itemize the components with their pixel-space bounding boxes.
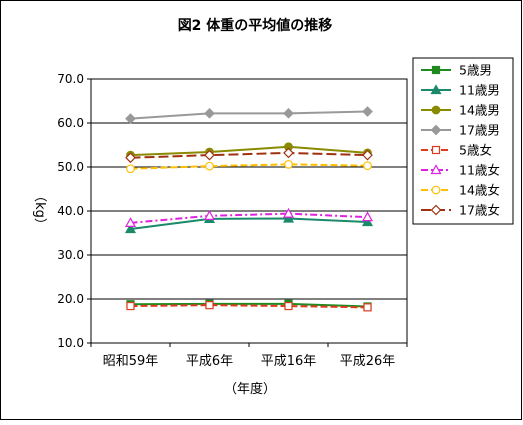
- legend-box: [412, 57, 514, 225]
- series-6: [126, 159, 372, 174]
- legend-marker: [430, 164, 442, 175]
- legend-label: 17歳男: [459, 123, 500, 138]
- data-point: [284, 301, 293, 311]
- legend-item: 14歳女: [421, 183, 500, 198]
- data-point: [124, 217, 137, 227]
- series-line: [130, 217, 368, 231]
- data-point: [126, 164, 135, 174]
- legend-label: 5歳女: [459, 143, 492, 158]
- legend-marker: [431, 145, 441, 155]
- legend-item: 17歳女: [421, 203, 500, 218]
- y-tick-label: 20.0: [57, 292, 84, 306]
- legend: 5歳男 11歳男 14歳男 17歳男 5歳女 11歳女 14歳女 17歳女: [412, 57, 514, 225]
- y-axis-label: （kg）: [32, 189, 47, 231]
- series-7: [125, 147, 373, 164]
- data-point: [203, 210, 216, 220]
- series-line: [130, 145, 368, 157]
- data-point: [362, 106, 373, 117]
- legend-marker: [430, 124, 442, 136]
- data-point: [363, 303, 372, 312]
- data-point: [363, 161, 372, 171]
- plot-area: 10.0 20.0 30.0 40.0 50.0 60.0 70.0 昭和59年 平成6年 平成1…: [57, 72, 408, 369]
- legend-label: 14歳女: [459, 183, 500, 198]
- x-tick-label: 平成6年: [186, 354, 233, 369]
- legend-label: 14歳男: [459, 103, 500, 118]
- data-point: [125, 152, 136, 164]
- data-point: [282, 212, 295, 223]
- legend-item: 11歳女: [421, 163, 500, 178]
- data-point: [205, 301, 214, 310]
- chart-title: 図2 体重の平均値の推移: [178, 17, 333, 34]
- data-point: [283, 107, 294, 119]
- data-point: [124, 223, 137, 234]
- y-tick-label: 60.0: [57, 116, 84, 130]
- data-point: [282, 207, 295, 218]
- series-3: [125, 106, 373, 124]
- data-point: [204, 107, 215, 119]
- data-point: [204, 149, 215, 161]
- y-tick-label: 30.0: [57, 248, 84, 262]
- x-tick-label: 平成26年: [340, 354, 396, 369]
- series-line: [130, 212, 368, 224]
- legend-marker: [431, 105, 441, 115]
- series-line: [130, 151, 368, 159]
- data-point: [361, 216, 374, 227]
- legend-marker: [431, 185, 441, 195]
- series-line: [130, 110, 368, 120]
- legend-item: 17歳男: [421, 123, 500, 138]
- x-axis-label: （年度）: [224, 381, 276, 397]
- legend-item: 5歳男: [421, 63, 492, 78]
- legend-label: 17歳女: [459, 203, 500, 218]
- data-point: [125, 113, 136, 124]
- data-point: [205, 161, 214, 171]
- y-tick-label: 50.0: [57, 160, 84, 174]
- data-point: [361, 211, 374, 222]
- data-point: [126, 301, 135, 311]
- y-tick-label: 40.0: [57, 204, 84, 218]
- legend-label: 11歳男: [459, 83, 500, 98]
- data-point: [284, 159, 293, 169]
- y-tick-label: 10.0: [57, 336, 84, 350]
- x-tick-label: 平成16年: [261, 354, 317, 369]
- data-point: [283, 147, 294, 159]
- x-tick-label: 昭和59年: [103, 354, 159, 369]
- legend-marker: [431, 65, 441, 75]
- data-point: [362, 149, 373, 161]
- series-1: [124, 212, 374, 234]
- series-line: [130, 302, 368, 308]
- series-4: [126, 301, 372, 312]
- legend-item: 14歳男: [421, 103, 500, 118]
- legend-item: 11歳男: [421, 83, 500, 98]
- series-5: [124, 207, 374, 227]
- legend-marker: [430, 204, 442, 216]
- legend-label: 5歳男: [459, 63, 492, 78]
- legend-label: 11歳女: [459, 163, 500, 178]
- legend-item: 5歳女: [421, 143, 492, 158]
- legend-marker: [430, 84, 442, 95]
- y-tick-label: 70.0: [57, 72, 84, 86]
